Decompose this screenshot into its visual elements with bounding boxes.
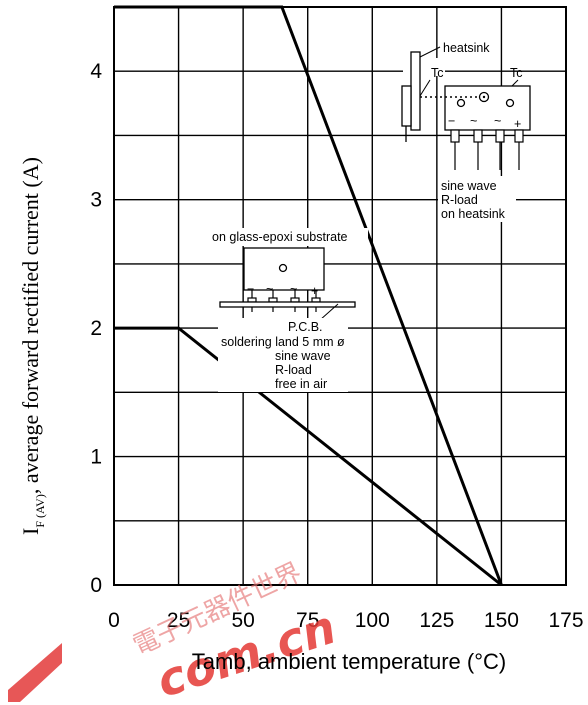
x-tick-label: 25 <box>167 609 190 632</box>
x-tick-label: 50 <box>231 609 254 632</box>
x-tick-label: 100 <box>355 609 390 632</box>
hs-pin-ac2: ~ <box>494 114 501 128</box>
heatsink-label: heatsink <box>443 41 490 55</box>
watermark: com.cn 電子元器件世界 <box>8 558 342 705</box>
x-axis-title: Tamb, ambient temperature (°C) <box>192 649 506 674</box>
pcb-pin-plus: + <box>311 284 318 298</box>
x-tick-label: 0 <box>108 609 120 632</box>
pcb-title: on glass-epoxi substrate <box>212 230 348 244</box>
svg-text:IF (AV), average forward recti: IF (AV), average forward rectified curre… <box>18 157 47 535</box>
x-tick-label: 75 <box>296 609 319 632</box>
hs-cond-3: on heatsink <box>441 207 506 221</box>
y-axis-subscript: F (AV) <box>33 494 47 527</box>
heatsink-plate <box>410 51 421 131</box>
hs-cond-2: R-load <box>441 193 478 207</box>
pcb-cond-1: P.C.B. <box>288 320 323 334</box>
hs-cond-1: sine wave <box>441 179 497 193</box>
y-axis-symbol: I <box>18 528 43 535</box>
y-tick-labels: 0 1 2 3 4 <box>90 60 102 597</box>
plot-frame <box>113 6 567 586</box>
tc-left-label: Tc <box>431 66 444 80</box>
hs-pin-ac1: ~ <box>470 114 477 128</box>
x-tick-labels: 0 25 50 75 100 125 150 175 <box>108 609 583 632</box>
pcb-pin-ac1: ~ <box>266 282 273 296</box>
hs-pins <box>450 129 524 170</box>
heatsink-inset: heatsink Tc Tc − ~ ~ + sine wave R-load … <box>401 41 531 222</box>
tc-right-label: Tc <box>510 66 523 80</box>
y-tick-label: 4 <box>90 60 102 83</box>
pcb-cond-2: soldering land 5 mm ø <box>221 335 345 349</box>
x-tick-label: 150 <box>484 609 519 632</box>
x-tick-label: 175 <box>548 609 583 632</box>
hs-pin-minus: − <box>448 114 455 128</box>
pcb-cond-3: sine wave <box>275 349 331 363</box>
hs-pin-plus: + <box>514 117 521 131</box>
pcb-inset: on glass-epoxi substrate − ~ ~ + P.C.B. … <box>208 228 368 392</box>
heatsink-fin <box>401 85 412 127</box>
pcb-pin-ac2: ~ <box>290 282 297 296</box>
pcb-cond-5: free in air <box>275 377 327 391</box>
pcb-pin-minus: − <box>247 282 254 296</box>
y-tick-label: 2 <box>90 317 102 340</box>
series-group <box>114 5 503 587</box>
pcb-cond-4: R-load <box>275 363 312 377</box>
y-tick-label: 1 <box>90 446 102 469</box>
series-line-1 <box>114 5 503 586</box>
y-axis-text: , average forward rectified current (A) <box>18 157 43 494</box>
y-axis-title: IF (AV), average forward rectified curre… <box>18 157 47 535</box>
x-tick-label: 125 <box>419 609 454 632</box>
grid <box>114 7 566 585</box>
y-tick-label: 0 <box>90 574 102 597</box>
series-line-2 <box>114 326 503 587</box>
y-tick-label: 3 <box>90 189 102 212</box>
pcb-board <box>219 301 356 308</box>
